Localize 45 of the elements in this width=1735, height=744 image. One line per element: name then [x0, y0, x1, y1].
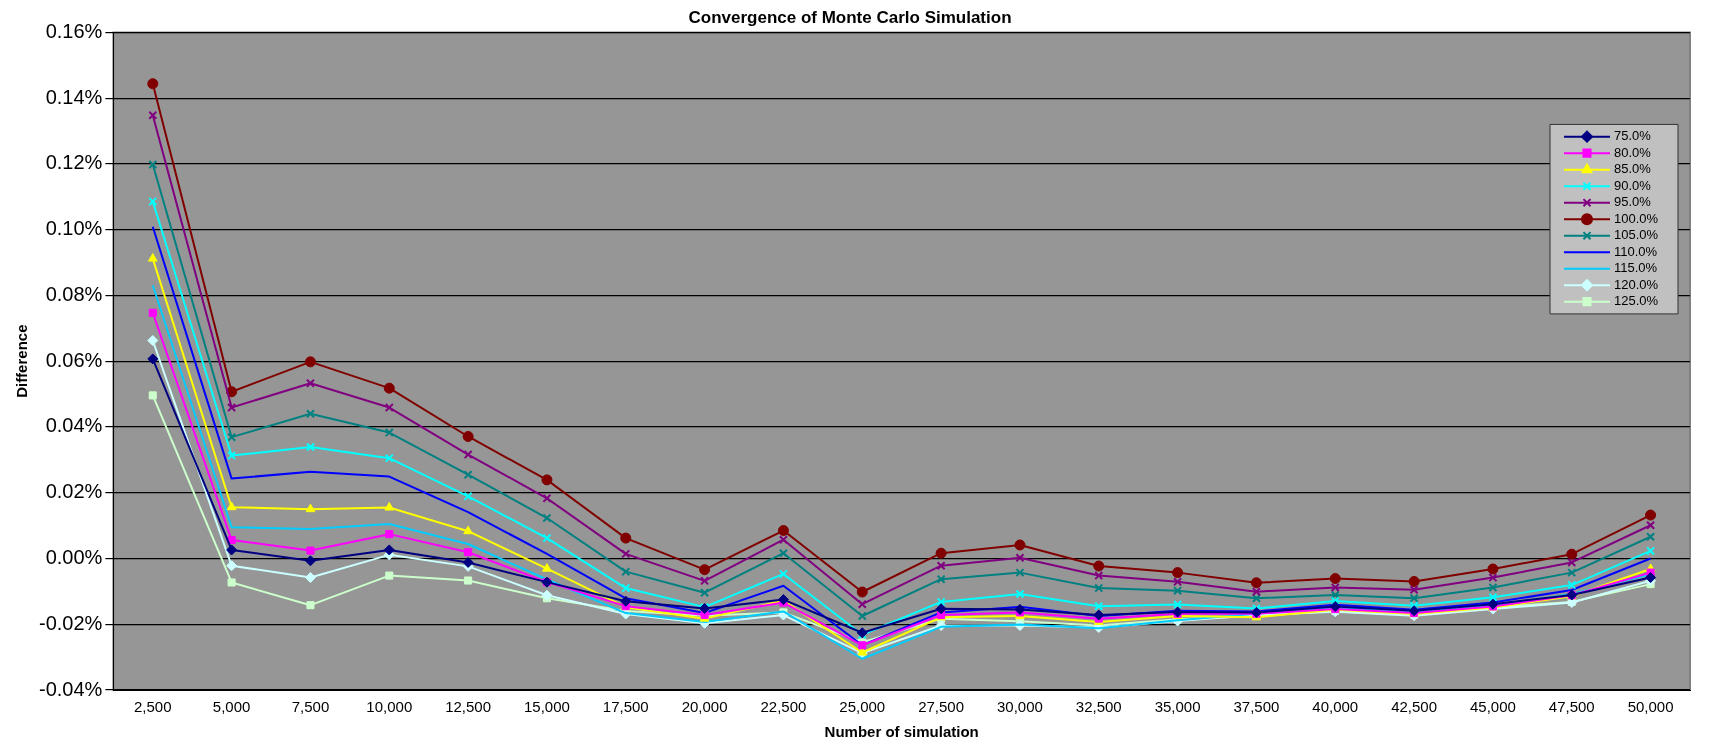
legend-label: 75.0% — [1614, 128, 1652, 144]
y-tick-label: 0.06% — [45, 348, 103, 371]
y-tick-label: 0.16% — [45, 19, 103, 42]
legend-label: 90.0% — [1614, 177, 1652, 193]
x-tick-label: 27,500 — [918, 698, 965, 716]
x-tick-label: 42,500 — [1391, 698, 1438, 716]
y-tick-label: 0.04% — [45, 414, 103, 437]
legend-label: 100.0% — [1614, 210, 1659, 226]
x-axis-title: Number of simulation — [824, 722, 979, 740]
x-tick-label: 30,000 — [996, 698, 1043, 716]
chart-title: Convergence of Monte Carlo Simulation — [688, 7, 1012, 27]
x-tick-label: 22,500 — [760, 698, 807, 716]
x-tick-label: 12,500 — [445, 698, 492, 716]
legend-label: 120.0% — [1614, 276, 1659, 292]
x-tick-label: 20,000 — [681, 698, 728, 716]
legend-label: 125.0% — [1614, 293, 1659, 309]
x-tick-label: 25,000 — [839, 698, 886, 716]
y-tick-label: 0.02% — [45, 480, 103, 503]
x-tick-label: 10,000 — [366, 698, 413, 716]
x-tick-label: 7,500 — [291, 698, 330, 716]
y-tick-label: 0.08% — [45, 282, 103, 305]
y-axis-title: Difference — [13, 324, 31, 398]
x-tick-label: 32,500 — [1075, 698, 1122, 716]
y-tick-label: -0.04% — [38, 677, 103, 700]
y-tick-label: 0.12% — [45, 151, 103, 174]
x-tick-label: 45,000 — [1469, 698, 1516, 716]
x-tick-label: 40,000 — [1312, 698, 1359, 716]
y-tick-label: -0.02% — [38, 611, 103, 634]
legend-label: 85.0% — [1614, 161, 1652, 177]
x-tick-label: 35,000 — [1154, 698, 1201, 716]
y-tick-label: 0.14% — [45, 85, 103, 108]
y-tick-label: 0.00% — [45, 546, 103, 568]
legend-label: 110.0% — [1614, 243, 1658, 259]
legend-label: 80.0% — [1614, 144, 1652, 160]
legend-label: 115.0% — [1614, 260, 1658, 276]
y-tick-label: 0.10% — [45, 217, 103, 240]
x-tick-label: 50,000 — [1627, 698, 1674, 716]
x-tick-label: 17,500 — [602, 698, 649, 716]
legend-label: 95.0% — [1614, 194, 1652, 210]
legend-label: 105.0% — [1614, 227, 1659, 243]
x-tick-label: 15,000 — [524, 698, 570, 716]
x-tick-label: 2,500 — [134, 698, 172, 716]
x-tick-label: 47,500 — [1548, 698, 1595, 716]
x-tick-label: 37,500 — [1233, 698, 1280, 716]
x-tick-label: 5,000 — [212, 698, 251, 716]
